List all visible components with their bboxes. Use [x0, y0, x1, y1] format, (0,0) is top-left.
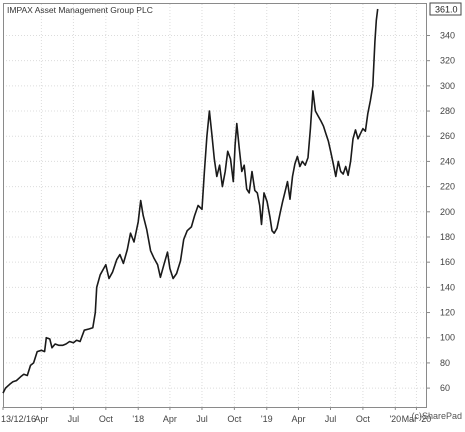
x-tick-label: Oct — [99, 414, 114, 424]
x-tick-label: '20 — [389, 414, 401, 424]
y-axis-ticks: 60 80 100 120 140 160 180 200 220 240 260 280 300 320… — [427, 30, 455, 393]
x-tick-label: Mar '20 — [402, 414, 432, 424]
chart-credit: (c)SharePad — [411, 411, 462, 421]
y-tick-label: 340 — [440, 30, 455, 40]
x-tick-label: Oct — [227, 414, 242, 424]
x-tick-label: Apr — [163, 414, 177, 424]
last-value-label: 361.0 — [435, 5, 458, 15]
y-tick-label: 120 — [440, 308, 455, 318]
y-tick-label: 180 — [440, 232, 455, 242]
price-series-line — [2, 8, 379, 394]
y-tick-label: 80 — [440, 358, 450, 368]
y-tick-label: 60 — [440, 383, 450, 393]
y-tick-label: 260 — [440, 131, 455, 141]
y-tick-label: 200 — [440, 207, 455, 217]
x-tick-label: Jul — [196, 414, 208, 424]
x-tick-label: Apr — [34, 414, 48, 424]
y-tick-label: 160 — [440, 257, 455, 267]
y-tick-label: 300 — [440, 81, 455, 91]
last-value-box — [429, 2, 462, 16]
x-tick-label: Jul — [325, 414, 337, 424]
last-value-marker: 361.0 — [429, 2, 462, 16]
x-tick-label: '19 — [261, 414, 273, 424]
x-tick-label: '18 — [132, 414, 144, 424]
y-tick-label: 320 — [440, 56, 455, 66]
y-tick-label: 240 — [440, 156, 455, 166]
y-tick-label: 220 — [440, 182, 455, 192]
y-tick-label: 280 — [440, 106, 455, 116]
y-tick-label: 100 — [440, 333, 455, 343]
grid — [3, 4, 427, 407]
x-tick-label: Oct — [356, 414, 371, 424]
x-tick-label: Jul — [68, 414, 80, 424]
plot-frame — [3, 3, 427, 408]
series — [2, 8, 379, 394]
chart-title: IMPAX Asset Management Group PLC — [7, 5, 153, 15]
y-tick-label: 140 — [440, 282, 455, 292]
x-tick-label: Apr — [291, 414, 305, 424]
x-tick-label: 13/12/16 — [1, 414, 36, 424]
